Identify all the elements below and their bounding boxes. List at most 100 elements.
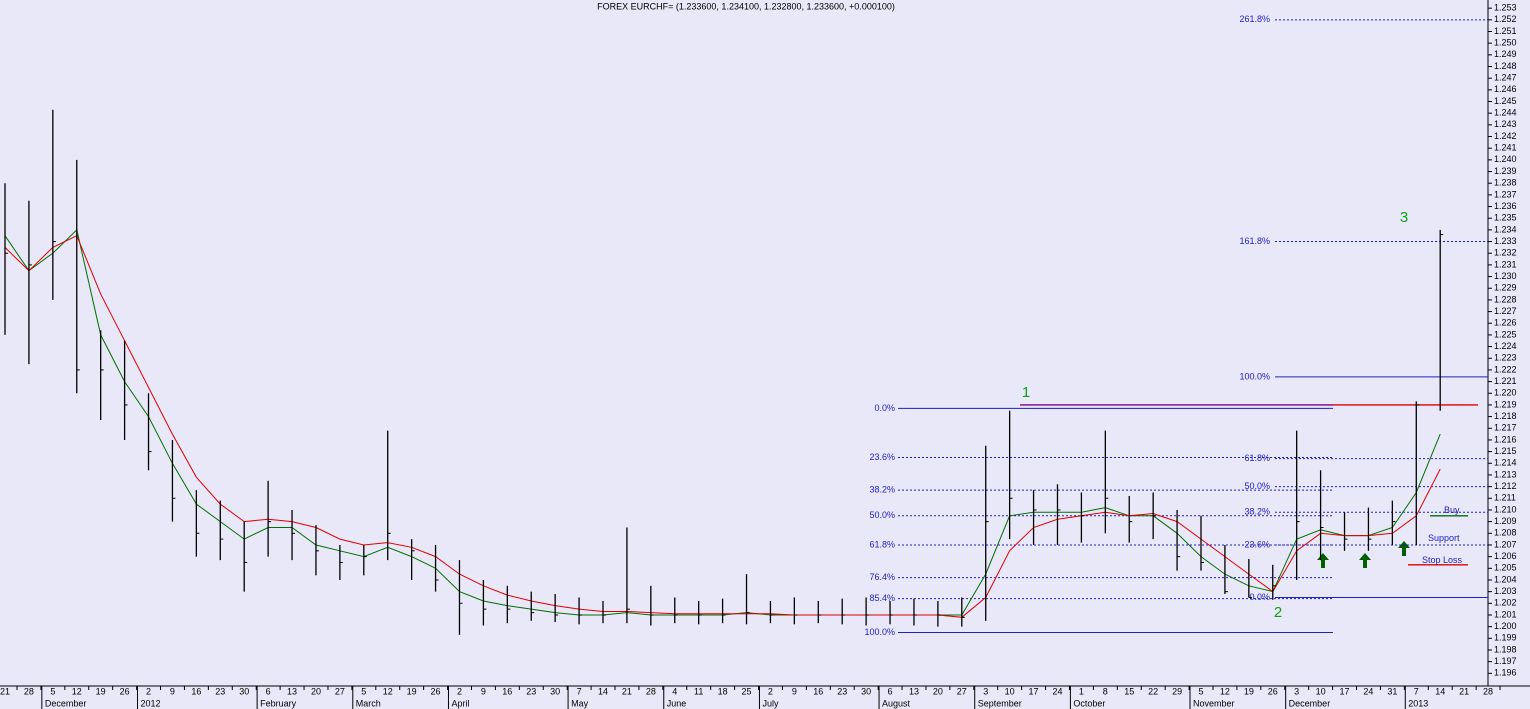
month-label: August — [882, 698, 911, 708]
x-tick-label: 28 — [1483, 686, 1493, 696]
x-tick-label: 30 — [550, 686, 560, 696]
x-tick-label: 2 — [146, 686, 151, 696]
fib-label: 161.8% — [1239, 236, 1270, 246]
y-tick-label: 1.212 — [1494, 481, 1517, 491]
x-tick-label: 19 — [1244, 686, 1254, 696]
y-tick-label: 1.251 — [1494, 26, 1517, 36]
y-tick-label: 1.205 — [1494, 563, 1517, 573]
y-tick-label: 1.234 — [1494, 224, 1517, 234]
fib-label: 23.6% — [1244, 539, 1270, 549]
y-tick-label: 1.250 — [1494, 38, 1517, 48]
fib-label: 76.4% — [869, 572, 895, 582]
x-tick-label: 6 — [266, 686, 271, 696]
x-tick-label: 8 — [1103, 686, 1108, 696]
x-tick-label: 12 — [1220, 686, 1230, 696]
x-tick-label: 2 — [457, 686, 462, 696]
x-tick-label: 13 — [909, 686, 919, 696]
y-tick-label: 1.240 — [1494, 154, 1517, 164]
x-tick-label: 28 — [646, 686, 656, 696]
month-label: June — [667, 698, 687, 708]
y-tick-label: 1.197 — [1494, 656, 1517, 666]
x-tick-label: 16 — [191, 686, 201, 696]
y-tick-label: 1.243 — [1494, 119, 1517, 129]
fib-label: 38.2% — [1244, 507, 1270, 517]
y-tick-label: 1.200 — [1494, 621, 1517, 631]
y-tick-label: 1.246 — [1494, 84, 1517, 94]
month-label: November — [1193, 698, 1235, 708]
month-label: December — [45, 698, 87, 708]
y-tick-label: 1.207 — [1494, 539, 1517, 549]
wave-label: 2 — [1274, 604, 1282, 621]
y-tick-label: 1.232 — [1494, 248, 1517, 258]
y-tick-label: 1.215 — [1494, 446, 1517, 456]
fib-label: 50.0% — [869, 510, 895, 520]
fib-label: 61.8% — [1244, 453, 1270, 463]
y-tick-label: 1.228 — [1494, 294, 1517, 304]
month-label: March — [356, 698, 381, 708]
month-label: February — [260, 698, 297, 708]
x-tick-label: 9 — [792, 686, 797, 696]
x-tick-label: 30 — [861, 686, 871, 696]
fib-label: 0.0% — [1249, 592, 1270, 602]
level-label: Support — [1428, 533, 1460, 543]
month-label: September — [978, 698, 1022, 708]
x-tick-label: 12 — [72, 686, 82, 696]
month-label: October — [1073, 698, 1105, 708]
x-tick-label: 9 — [481, 686, 486, 696]
x-tick-label: 23 — [526, 686, 536, 696]
x-tick-label: 14 — [598, 686, 608, 696]
fib-label: 23.6% — [869, 452, 895, 462]
x-tick-label: 16 — [813, 686, 823, 696]
y-tick-label: 1.206 — [1494, 551, 1517, 561]
fib-label: 38.2% — [869, 484, 895, 494]
x-tick-label: 10 — [1005, 686, 1015, 696]
y-tick-label: 1.210 — [1494, 504, 1517, 514]
x-tick-label: 2 — [768, 686, 773, 696]
x-tick-label: 11 — [694, 686, 703, 696]
y-tick-label: 1.225 — [1494, 329, 1517, 339]
fib-label: 100.0% — [1239, 371, 1270, 381]
y-tick-label: 1.202 — [1494, 598, 1517, 608]
y-tick-label: 1.208 — [1494, 528, 1517, 538]
y-tick-label: 1.222 — [1494, 364, 1517, 374]
x-tick-label: 26 — [1268, 686, 1278, 696]
x-tick-label: 4 — [672, 686, 677, 696]
chart-title: FOREX EURCHF= (1.233600, 1.234100, 1.232… — [597, 1, 895, 11]
month-label: July — [762, 698, 779, 708]
y-tick-label: 1.218 — [1494, 411, 1517, 421]
x-tick-label: 24 — [1052, 686, 1062, 696]
x-tick-label: 27 — [957, 686, 967, 696]
fib-label: 61.8% — [869, 539, 895, 549]
y-tick-label: 1.223 — [1494, 353, 1517, 363]
x-tick-label: 21 — [0, 686, 10, 696]
x-tick-label: 17 — [1029, 686, 1039, 696]
x-tick-label: 26 — [120, 686, 130, 696]
level-label: Buy — [1444, 505, 1460, 515]
x-tick-label: 1 — [1079, 686, 1084, 696]
month-label: 2013 — [1408, 698, 1428, 708]
level-label: Stop Loss — [1422, 555, 1463, 565]
y-tick-label: 1.241 — [1494, 143, 1517, 153]
y-tick-label: 1.221 — [1494, 376, 1517, 386]
y-tick-label: 1.203 — [1494, 586, 1517, 596]
y-tick-label: 1.209 — [1494, 516, 1517, 526]
x-tick-label: 31 — [1387, 686, 1397, 696]
y-tick-label: 1.224 — [1494, 341, 1517, 351]
x-tick-label: 17 — [1340, 686, 1350, 696]
x-tick-label: 7 — [577, 686, 582, 696]
fib-label: 0.0% — [874, 403, 895, 413]
y-tick-label: 1.248 — [1494, 61, 1517, 71]
y-tick-label: 1.196 — [1494, 668, 1517, 678]
y-tick-label: 1.239 — [1494, 166, 1517, 176]
x-tick-label: 29 — [1172, 686, 1182, 696]
y-tick-label: 1.233 — [1494, 236, 1517, 246]
month-label: April — [451, 698, 469, 708]
y-tick-label: 1.235 — [1494, 213, 1517, 223]
x-tick-label: 25 — [742, 686, 752, 696]
x-tick-label: 28 — [24, 686, 34, 696]
x-tick-label: 19 — [96, 686, 106, 696]
month-label: December — [1289, 698, 1331, 708]
fib-label: 100.0% — [864, 627, 895, 637]
